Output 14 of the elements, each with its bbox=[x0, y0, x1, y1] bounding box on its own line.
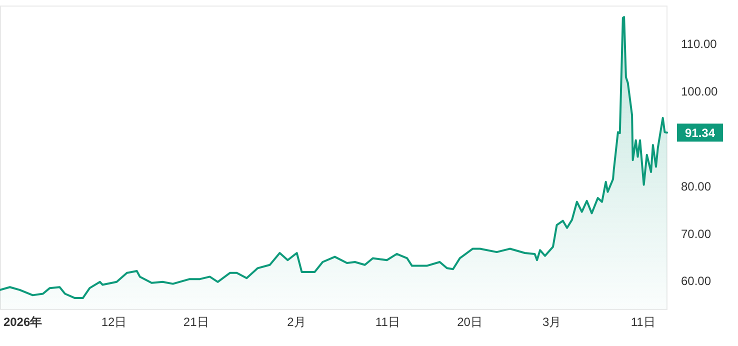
y-tick-label: 100.00 bbox=[681, 84, 718, 99]
y-tick-label: 60.00 bbox=[681, 274, 712, 288]
x-tick-label: 2月 bbox=[287, 315, 306, 329]
x-tick-label: 21日 bbox=[183, 315, 209, 329]
annotation: 91.34 bbox=[684, 126, 716, 140]
x-tick-label: 3月 bbox=[542, 315, 562, 329]
y-tick-label: 110.00 bbox=[681, 37, 718, 52]
y-tick-label: 70.00 bbox=[681, 226, 712, 241]
x-tick-label: 11日 bbox=[375, 315, 400, 329]
x-tick-label: 12日 bbox=[101, 315, 127, 329]
x-tick-label: 2026年 bbox=[3, 315, 42, 329]
x-tick-label: 11日 bbox=[630, 315, 656, 329]
x-tick-label: 20日 bbox=[457, 315, 482, 329]
y-tick-label: 80.00 bbox=[681, 179, 712, 194]
